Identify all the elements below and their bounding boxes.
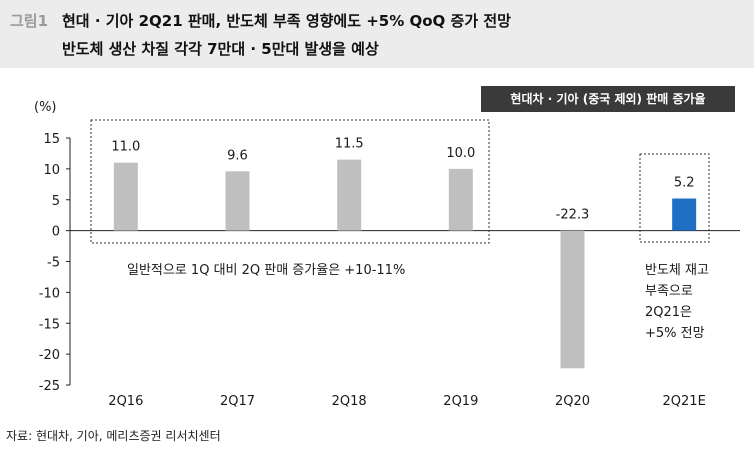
x-labels-group: 2Q16 2Q17 2Q18 2Q19 2Q20 2Q21E — [108, 394, 705, 409]
bars-group — [113, 159, 697, 369]
forecast-annotation-line: 부족으로 — [645, 284, 693, 299]
value-label: 11.0 — [111, 140, 140, 155]
forecast-annotation-line: 반도체 재고 — [645, 263, 709, 278]
source-note: 자료: 현대차, 기아, 메리츠증권 리서치센터 — [6, 429, 221, 443]
y-tick-label: -20 — [39, 348, 60, 363]
legend-label: 현대차 · 기아 (중국 제외) 판매 증가율 — [510, 92, 706, 106]
value-label: 11.5 — [335, 137, 364, 152]
value-label: -22.3 — [556, 208, 590, 223]
value-labels-group: 11.0 9.6 11.5 10.0 -22.3 5.2 — [111, 137, 694, 223]
y-tick-label: 0 — [52, 225, 60, 240]
x-tick-label: 2Q19 — [443, 394, 478, 409]
historical-dashed-box — [90, 119, 490, 244]
y-unit-label: (%) — [34, 100, 57, 115]
figure-label: 그림1 — [10, 12, 49, 30]
y-tick-label: 5 — [52, 194, 60, 209]
value-label: 10.0 — [446, 146, 475, 161]
value-label: 9.6 — [227, 148, 248, 163]
x-tick-label: 2Q20 — [555, 394, 590, 409]
title-line-1: 현대 · 기아 2Q21 판매, 반도체 부족 영향에도 +5% QoQ 증가 … — [62, 12, 511, 30]
forecast-annotation-line: +5% 전망 — [645, 326, 705, 341]
legend-box: 현대차 · 기아 (중국 제외) 판매 증가율 — [481, 86, 735, 112]
y-tick-label: 15 — [43, 132, 60, 147]
bar-2q19 — [448, 168, 473, 231]
y-tick-label: -5 — [47, 256, 60, 271]
bar-2q16 — [113, 162, 138, 231]
y-tick-label: -25 — [39, 379, 60, 394]
historical-annotation: 일반적으로 1Q 대비 2Q 판매 증가율은 +10-11% — [127, 263, 405, 278]
bar-2q20 — [560, 230, 585, 369]
bar-2q21e — [672, 198, 697, 231]
x-tick-label: 2Q17 — [220, 394, 255, 409]
forecast-annotation-line: 2Q21은 — [645, 305, 692, 320]
y-axis: 15 10 5 0 -5 -10 -15 -20 -25 (%) — [34, 100, 71, 394]
title-line-2: 반도체 생산 차질 각각 7만대 · 5만대 발생을 예상 — [62, 40, 379, 58]
value-label: 5.2 — [674, 176, 695, 191]
x-tick-label: 2Q18 — [332, 394, 367, 409]
y-tick-label: -10 — [39, 286, 60, 301]
y-tick-label: 10 — [43, 163, 60, 178]
x-tick-label: 2Q21E — [663, 394, 706, 409]
x-tick-label: 2Q16 — [108, 394, 143, 409]
y-tick-label: -15 — [39, 317, 60, 332]
bar-2q17 — [225, 171, 250, 231]
forecast-dashed-box — [639, 153, 710, 243]
title-bar: 그림1 현대 · 기아 2Q21 판매, 반도체 부족 영향에도 +5% QoQ… — [0, 0, 754, 68]
bar-2q18 — [337, 159, 362, 231]
